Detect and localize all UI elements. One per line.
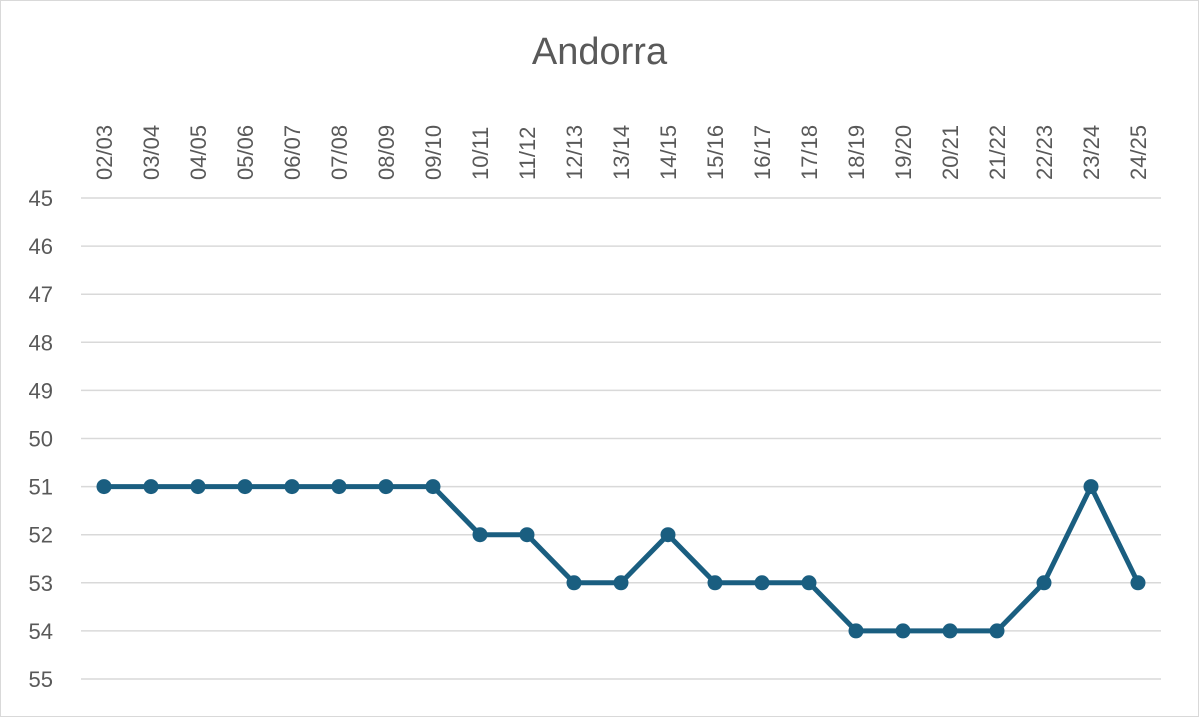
data-point [707,575,723,591]
data-point [801,575,817,591]
y-tick-label: 55 [29,667,53,692]
x-tick-label: 06/07 [280,125,305,180]
y-axis-tick-labels: 45 46 47 48 49 50 51 52 53 54 55 [29,186,53,692]
x-tick-label: 03/04 [139,125,164,180]
x-tick-label: 15/16 [703,125,728,180]
data-point [96,479,112,495]
x-tick-label: 19/20 [891,125,916,180]
data-point [519,527,535,543]
x-tick-label: 14/15 [656,125,681,180]
y-tick-label: 50 [29,427,53,452]
x-tick-label: 22/23 [1032,125,1057,180]
x-tick-label: 13/14 [609,125,634,180]
data-point [284,479,300,495]
data-point [754,575,770,591]
y-tick-label: 48 [29,330,53,355]
x-tick-label: 16/17 [750,125,775,180]
data-point [1083,479,1099,495]
data-point [566,575,582,591]
data-point [848,623,864,639]
data-point [895,623,911,639]
y-tick-label: 53 [29,571,53,596]
data-point [613,575,629,591]
data-point [190,479,206,495]
x-tick-label: 24/25 [1126,125,1151,180]
y-tick-label: 51 [29,475,53,500]
y-tick-label: 54 [29,619,53,644]
x-tick-label: 18/19 [844,125,869,180]
x-tick-label: 05/06 [233,125,258,180]
x-tick-label: 17/18 [797,125,822,180]
x-tick-label: 02/03 [92,125,117,180]
x-tick-label: 07/08 [327,125,352,180]
y-tick-label: 52 [29,523,53,548]
x-tick-label: 11/12 [515,127,540,180]
data-point [237,479,253,495]
data-point [331,479,347,495]
data-point [472,527,488,543]
data-point [942,623,958,639]
data-point [1130,575,1146,591]
x-tick-label: 23/24 [1079,125,1104,180]
x-tick-label: 08/09 [374,125,399,180]
gridlines [81,197,1161,680]
data-point [660,527,676,543]
x-tick-label: 20/21 [938,125,963,180]
chart-title: Andorra [531,31,668,73]
series-line [101,484,1141,634]
data-point [378,479,394,495]
x-tick-label: 04/05 [186,125,211,180]
y-tick-label: 49 [29,378,53,403]
x-axis-tick-labels: 02/03 03/04 04/05 05/06 06/07 07/08 08/09 09/10… [92,125,1151,180]
data-point [425,479,441,495]
y-tick-label: 46 [29,234,53,259]
data-point [143,479,159,495]
data-point [989,623,1005,639]
data-point [1036,575,1052,591]
y-tick-label: 47 [29,282,53,307]
x-tick-label: 21/22 [985,125,1010,180]
x-tick-label: 12/13 [562,125,587,180]
x-tick-label: 10/11 [468,127,493,180]
series-layer [96,479,1146,639]
y-tick-label: 45 [29,186,53,211]
x-tick-label: 09/10 [421,125,446,180]
